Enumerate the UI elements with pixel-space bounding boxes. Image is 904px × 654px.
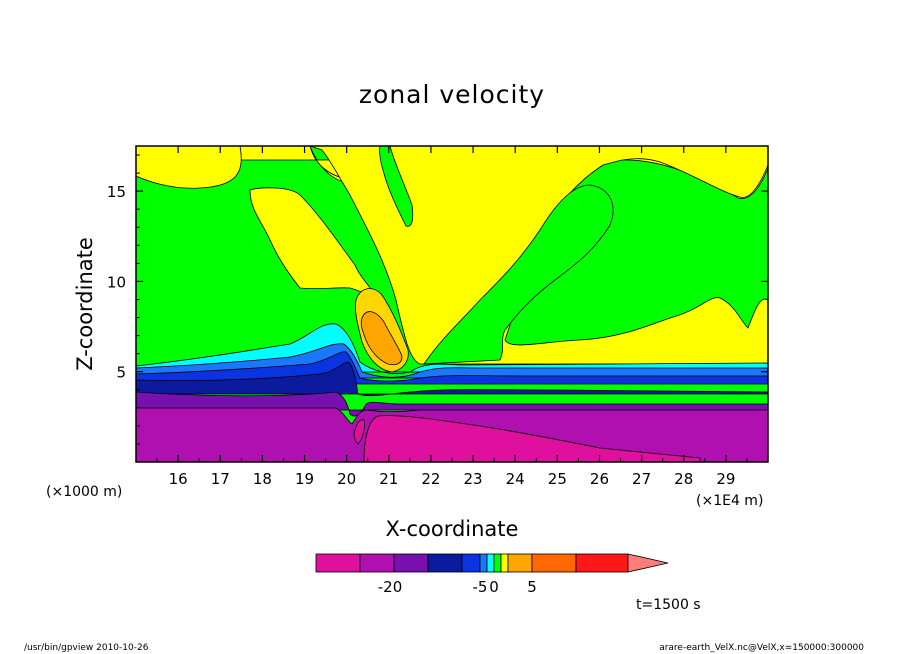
x-tick-label: 23 (464, 470, 483, 488)
x-scale-note: (×1E4 m) (696, 493, 763, 509)
y-tick-label: 5 (116, 364, 126, 382)
colorbar-tick-label: 0 (489, 578, 499, 596)
y-axis-ticks: 5 10 15 (107, 154, 768, 445)
colorbar-segment (393, 553, 429, 573)
contour-field (136, 146, 768, 462)
contour-band-magenta-sliver (353, 419, 365, 445)
colorbar-segment (479, 553, 488, 573)
colorbar-segment (486, 553, 495, 573)
x-tick-label: 25 (548, 470, 567, 488)
contour-band-magenta (363, 415, 701, 462)
contour-band-dark-blue (136, 361, 768, 397)
x-tick-label: 28 (674, 470, 693, 488)
x-tick-label: 16 (169, 470, 188, 488)
chart-title: zonal velocity (359, 80, 545, 109)
x-tick-label: 17 (211, 470, 230, 488)
colorbar-segment (500, 553, 509, 573)
contour-band-yellow-main (309, 146, 768, 365)
x-tick-label: 24 (506, 470, 525, 488)
y-axis-label: Z-coordinate (73, 237, 97, 371)
contour-band-orange-inner (360, 311, 403, 366)
y-tick-label: 15 (107, 183, 126, 201)
x-units-label: (×1000 m) (46, 484, 122, 500)
x-axis-label: X-coordinate (386, 517, 519, 541)
x-tick-label: 22 (421, 470, 440, 488)
x-tick-label: 18 (253, 470, 272, 488)
colorbar-segment (427, 553, 463, 573)
colorbar-segment (531, 553, 577, 573)
colorbar-labels: -20 -5 0 5 (378, 578, 537, 596)
colorbar-segment (461, 553, 481, 573)
colorbar-segment (507, 553, 533, 573)
footer-left: /usr/bin/gpview 2010-10-26 (24, 643, 149, 653)
x-axis-ticks: 16 17 18 19 20 21 22 23 24 25 26 27 28 29 (156, 146, 748, 488)
x-tick-label: 26 (590, 470, 609, 488)
x-tick-label: 20 (337, 470, 356, 488)
colorbar-segment (493, 553, 502, 573)
colorbar-tick-label: -5 (473, 578, 488, 596)
colorbar-tick-label: 5 (527, 578, 537, 596)
colorbar (315, 553, 669, 573)
x-tick-label: 21 (379, 470, 398, 488)
contour-band-purple (136, 391, 768, 417)
colorbar-segment (359, 553, 395, 573)
x-tick-label: 29 (716, 470, 735, 488)
contour-band-green-arm (423, 184, 614, 365)
footer-right: arare-earth_VelX.nc@VelX,x=150000:300000 (659, 643, 864, 653)
y-tick-label: 10 (107, 273, 126, 291)
colorbar-segment (315, 553, 361, 573)
colorbar-segment (575, 553, 629, 573)
colorbar-tick-label: -20 (378, 578, 403, 596)
x-tick-label: 27 (632, 470, 651, 488)
colorbar-extend-arrow (627, 553, 669, 573)
contour-band-yellow-left-cap (136, 146, 242, 189)
time-label: t=1500 s (636, 597, 701, 613)
x-tick-label: 19 (295, 470, 314, 488)
contour-band-green-notch (379, 146, 414, 227)
